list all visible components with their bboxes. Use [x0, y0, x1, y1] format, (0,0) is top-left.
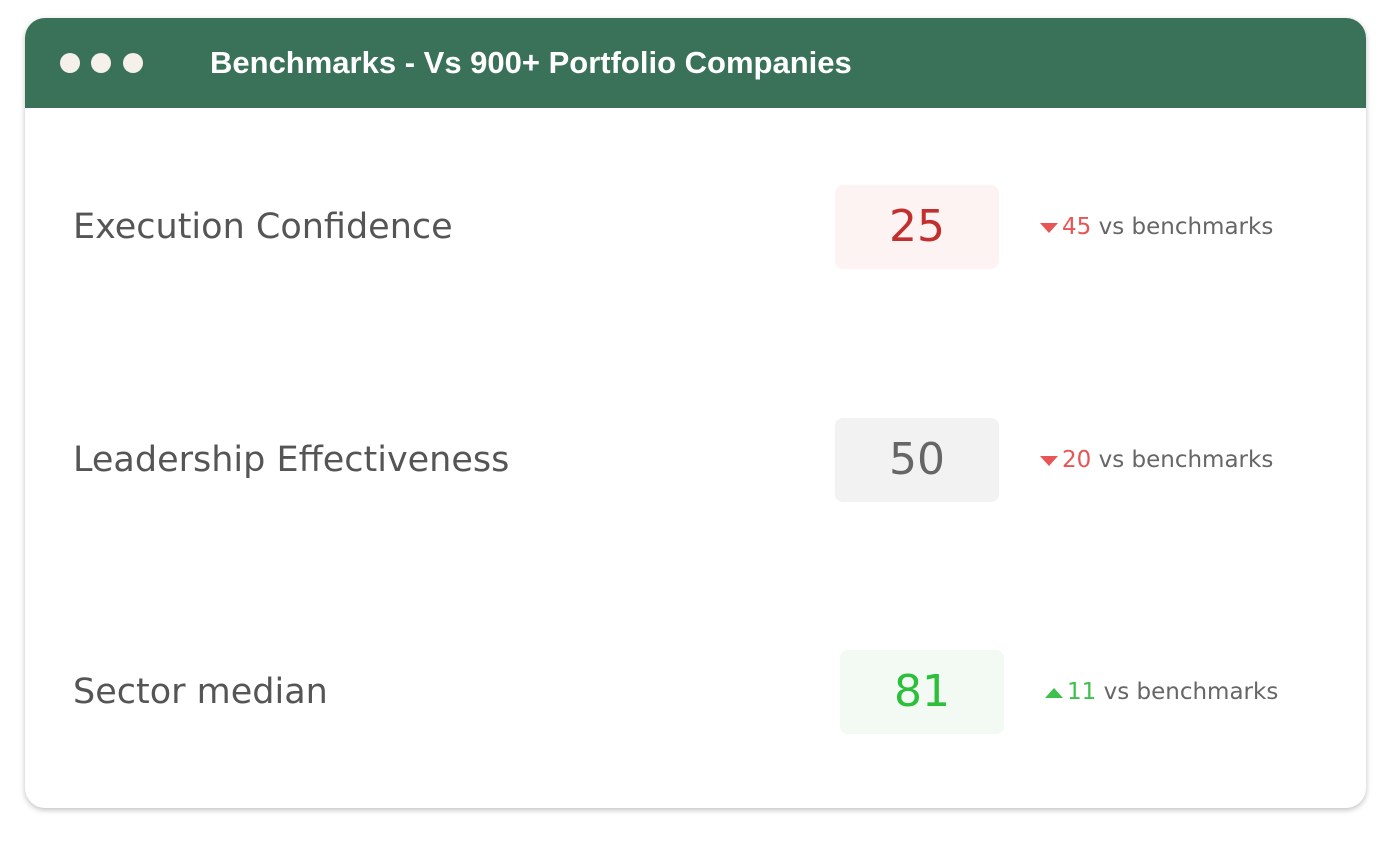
score-badge: 81: [840, 650, 1004, 734]
header-bar: Benchmarks - Vs 900+ Portfolio Companies: [25, 18, 1366, 108]
delta: 45 vs benchmarks: [1040, 185, 1273, 269]
delta-note: vs benchmarks: [1098, 447, 1274, 473]
delta-value: 45: [1062, 214, 1092, 240]
delta-note: vs benchmarks: [1103, 679, 1279, 705]
metric-label: Leadership Effectiveness: [73, 440, 510, 480]
benchmark-row: Execution Confidence 25 45 vs benchmarks: [25, 185, 1366, 269]
delta-value: 20: [1062, 447, 1092, 473]
delta-arrow: [1045, 687, 1063, 698]
window-dot: [123, 53, 143, 73]
benchmark-card: Benchmarks - Vs 900+ Portfolio Companies…: [25, 18, 1366, 808]
header-title: Benchmarks - Vs 900+ Portfolio Companies: [210, 45, 852, 80]
metric-label: Execution Confidence: [73, 207, 453, 247]
delta-value: 11: [1067, 679, 1097, 705]
metric-label: Sector median: [73, 672, 328, 712]
window-dot: [60, 53, 80, 73]
benchmark-row: Leadership Effectiveness 50 20 vs benchmar…: [25, 418, 1366, 502]
score-badge: 25: [835, 185, 999, 269]
delta-arrow: [1040, 455, 1058, 466]
score-badge: 50: [835, 418, 999, 502]
delta: 20 vs benchmarks: [1040, 418, 1273, 502]
delta: 11 vs benchmarks: [1045, 650, 1278, 734]
delta-arrow: [1040, 222, 1058, 233]
window-dot: [91, 53, 111, 73]
delta-note: vs benchmarks: [1098, 214, 1274, 240]
benchmark-row: Sector median 81 11 vs benchmarks: [25, 650, 1366, 734]
